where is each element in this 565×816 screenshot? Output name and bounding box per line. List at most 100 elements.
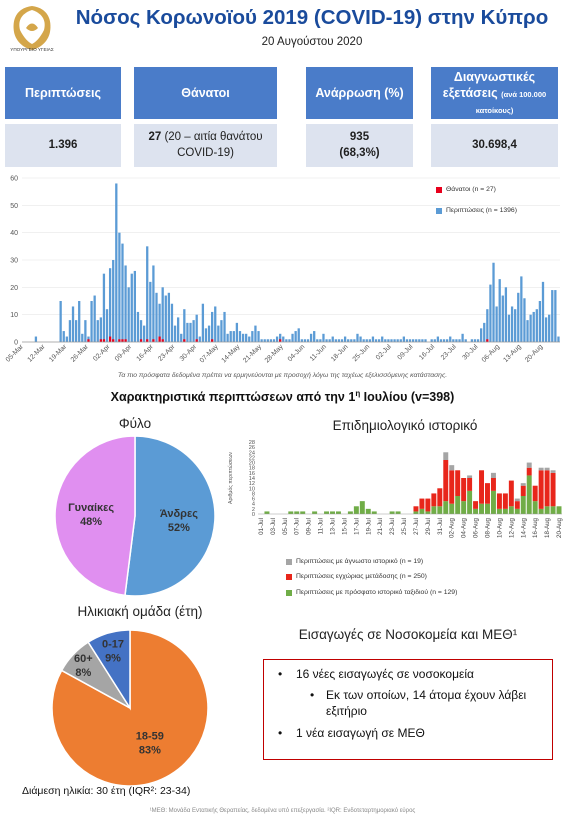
- case-bar: [356, 333, 359, 342]
- travel-bar: [479, 503, 485, 514]
- travel-bar: [437, 506, 443, 514]
- case-bar: [59, 301, 62, 342]
- case-bar: [368, 339, 371, 342]
- case-bar: [173, 325, 177, 342]
- stat-cases-header: Περιπτώσεις: [5, 67, 121, 119]
- case-bar: [235, 322, 239, 342]
- death-bar: [118, 339, 121, 342]
- case-bar: [325, 339, 328, 342]
- case-bar: [62, 331, 65, 342]
- travel-bar: [365, 508, 371, 514]
- case-bar: [421, 339, 424, 342]
- x-tick-label: 09-Jul: [397, 343, 415, 361]
- local-bar: [455, 470, 461, 496]
- case-bar: [424, 339, 427, 342]
- x-tick-label: 26-Mar: [70, 343, 91, 364]
- case-bar: [146, 246, 149, 342]
- case-bar: [192, 320, 195, 342]
- case-bar: [337, 339, 341, 342]
- pie-slice: [54, 435, 136, 597]
- case-bar: [275, 336, 279, 342]
- case-bar: [176, 317, 180, 342]
- travel-bar: [425, 511, 431, 514]
- travel-bar: [496, 508, 502, 514]
- x-tick-label: 07-Jul: [294, 518, 301, 535]
- case-bar: [108, 268, 112, 342]
- travel-bar: [294, 511, 300, 514]
- case-bar: [470, 339, 474, 342]
- case-bar: [514, 309, 517, 342]
- case-bar: [269, 339, 273, 342]
- case-bar: [161, 287, 164, 342]
- x-tick-label: 16-Aug: [532, 517, 539, 538]
- stat-cases-value: 1.396: [5, 124, 121, 167]
- stat-recovery-value: 935 (68,3%): [306, 124, 413, 167]
- case-bar: [74, 320, 78, 342]
- case-bar: [442, 339, 446, 342]
- case-bar: [78, 301, 81, 342]
- y-tick-label: 30: [10, 258, 18, 265]
- death-bar: [124, 339, 127, 342]
- case-bar: [449, 336, 452, 342]
- pie-label: 18-59: [136, 731, 164, 743]
- y-tick-label: 14: [249, 476, 255, 482]
- case-bar: [411, 339, 415, 342]
- case-bar: [99, 317, 102, 342]
- case-bar: [347, 339, 350, 342]
- pie-label: Γυναίκες: [68, 502, 114, 514]
- page-title: Νόσος Κορωνοϊού 2019 (COVID-19) στην Κύπ…: [75, 6, 549, 29]
- case-bar: [436, 336, 440, 342]
- unknown-bar: [467, 475, 473, 478]
- case-bar: [371, 336, 375, 342]
- local-bar: [532, 485, 538, 502]
- case-bar: [461, 333, 464, 342]
- death-bar: [102, 339, 106, 342]
- case-bar: [405, 339, 409, 342]
- x-tick-label: 12-Aug: [508, 517, 515, 538]
- case-bar: [297, 328, 300, 342]
- case-bar: [96, 320, 99, 342]
- death-bar: [108, 336, 112, 342]
- bottom-note: ¹ΜΕΘ: Μονάδα Εντατικής Θεραπείας, δεδομέ…: [149, 808, 416, 814]
- case-bar: [68, 320, 72, 342]
- median-age: Διάμεση ηλικία: 30 έτη (IQR²: 23-34): [22, 785, 191, 797]
- x-tick-label: 28-May: [264, 343, 285, 364]
- case-bar: [201, 303, 205, 342]
- case-bar: [334, 339, 337, 342]
- case-bar: [480, 328, 483, 342]
- case-bar: [313, 331, 316, 342]
- case-bar: [285, 339, 288, 342]
- death-bar: [486, 339, 489, 342]
- travel-bar: [538, 508, 544, 514]
- case-bar: [418, 339, 421, 342]
- case-bar: [309, 333, 313, 342]
- death-bar: [211, 339, 214, 342]
- local-bar: [461, 478, 467, 502]
- stat-deaths-header: Θάνατοι: [134, 67, 277, 119]
- local-bar: [467, 478, 473, 491]
- case-bar: [217, 325, 220, 342]
- y-tick-label: 40: [10, 230, 18, 237]
- ministry-logo: [13, 6, 51, 50]
- case-bar: [544, 317, 548, 342]
- case-bar: [343, 336, 347, 342]
- case-bar: [554, 290, 557, 342]
- x-tick-label: 31-Jul: [437, 518, 444, 535]
- travel-bar: [359, 501, 365, 514]
- local-bar: [502, 493, 508, 509]
- travel-bar: [335, 511, 341, 514]
- x-tick-label: 21-Jul: [377, 518, 384, 535]
- case-bar: [433, 339, 436, 342]
- y-tick-label: 16: [249, 471, 255, 477]
- local-bar: [413, 506, 419, 512]
- local-bar: [514, 501, 520, 509]
- case-bar: [127, 287, 130, 342]
- case-bar: [365, 339, 368, 342]
- legend-cases: Περιπτώσεις (n = 1396): [436, 207, 517, 214]
- y-tick-label: 2: [252, 507, 255, 513]
- case-bar: [232, 331, 235, 342]
- travel-bar: [419, 508, 425, 514]
- death-bar: [99, 339, 102, 342]
- case-bar: [229, 331, 232, 342]
